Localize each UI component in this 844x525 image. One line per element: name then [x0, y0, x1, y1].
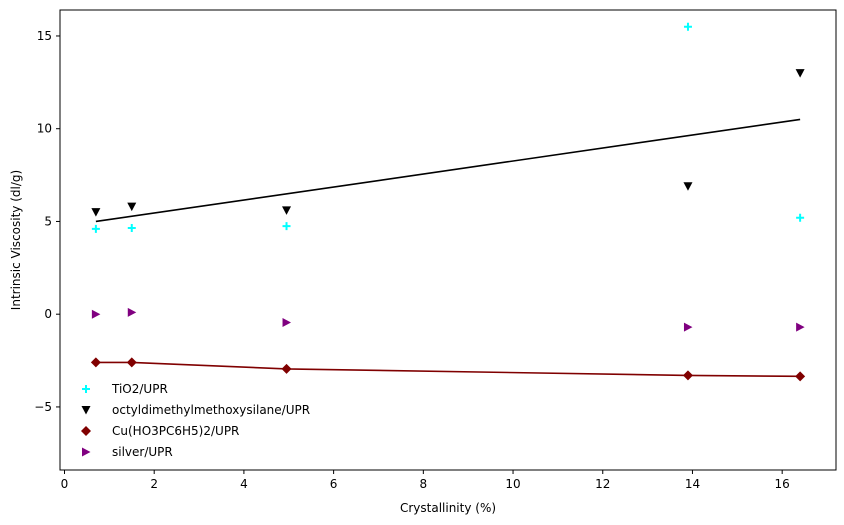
y-tick-label: 10: [37, 122, 52, 136]
x-tick-label: 10: [505, 477, 520, 491]
data-point: [683, 22, 692, 31]
data-point: [683, 182, 693, 191]
legend: TiO2/UPR octyldimethylmethoxysilane/UPR Cu…: [81, 382, 310, 459]
data-point: [281, 363, 292, 374]
x-tick-label: 16: [775, 477, 790, 491]
data-point: [795, 371, 806, 382]
x-tick-label: 2: [150, 477, 158, 491]
legend-marker: [82, 447, 91, 457]
legend-marker: [81, 406, 91, 415]
data-point: [126, 357, 137, 368]
y-axis-label: Intrinsic Viscosity (dl/g): [9, 170, 23, 310]
fit-line-1: [95, 361, 801, 378]
data-point: [127, 223, 136, 232]
data-point: [91, 208, 101, 217]
data-point: [683, 322, 693, 332]
legend-marker: [81, 426, 91, 436]
x-tick-label: 8: [420, 477, 428, 491]
data-point: [282, 206, 292, 215]
y-tick-label: 15: [37, 29, 52, 43]
legend-label: octyldimethylmethoxysilane/UPR: [112, 403, 310, 417]
y-axis-ticks: −5 0 5 10 15: [34, 29, 60, 414]
legend-marker: [82, 385, 90, 393]
plot-area-frame: [59, 9, 837, 471]
x-tick-label: 6: [330, 477, 338, 491]
fit-line-0: [95, 118, 801, 223]
x-tick-label: 12: [595, 477, 610, 491]
legend-label: silver/UPR: [112, 445, 173, 459]
data-points: [90, 22, 806, 382]
y-tick-label: 0: [44, 307, 52, 321]
data-point: [682, 370, 693, 381]
x-tick-label: 4: [240, 477, 248, 491]
x-tick-label: 0: [61, 477, 69, 491]
data-point: [796, 322, 805, 332]
data-point: [127, 307, 137, 317]
legend-label: Cu(HO3PC6H5)2/UPR: [112, 424, 239, 438]
data-point: [91, 309, 101, 319]
data-point: [282, 222, 291, 231]
y-tick-label: −5: [34, 400, 52, 414]
legend-label: TiO2/UPR: [111, 382, 168, 396]
x-tick-label: 14: [685, 477, 700, 491]
y-tick-label: 5: [44, 214, 52, 228]
x-axis-ticks: 0 2 4 6 8 10 12 14 16: [61, 470, 790, 491]
fit-lines: [95, 118, 801, 378]
data-point: [282, 318, 292, 328]
data-point: [127, 202, 137, 212]
data-point: [796, 213, 805, 222]
data-point: [795, 69, 805, 78]
data-point: [90, 357, 101, 368]
data-point: [91, 224, 100, 233]
x-axis-label: Crystallinity (%): [400, 501, 496, 515]
